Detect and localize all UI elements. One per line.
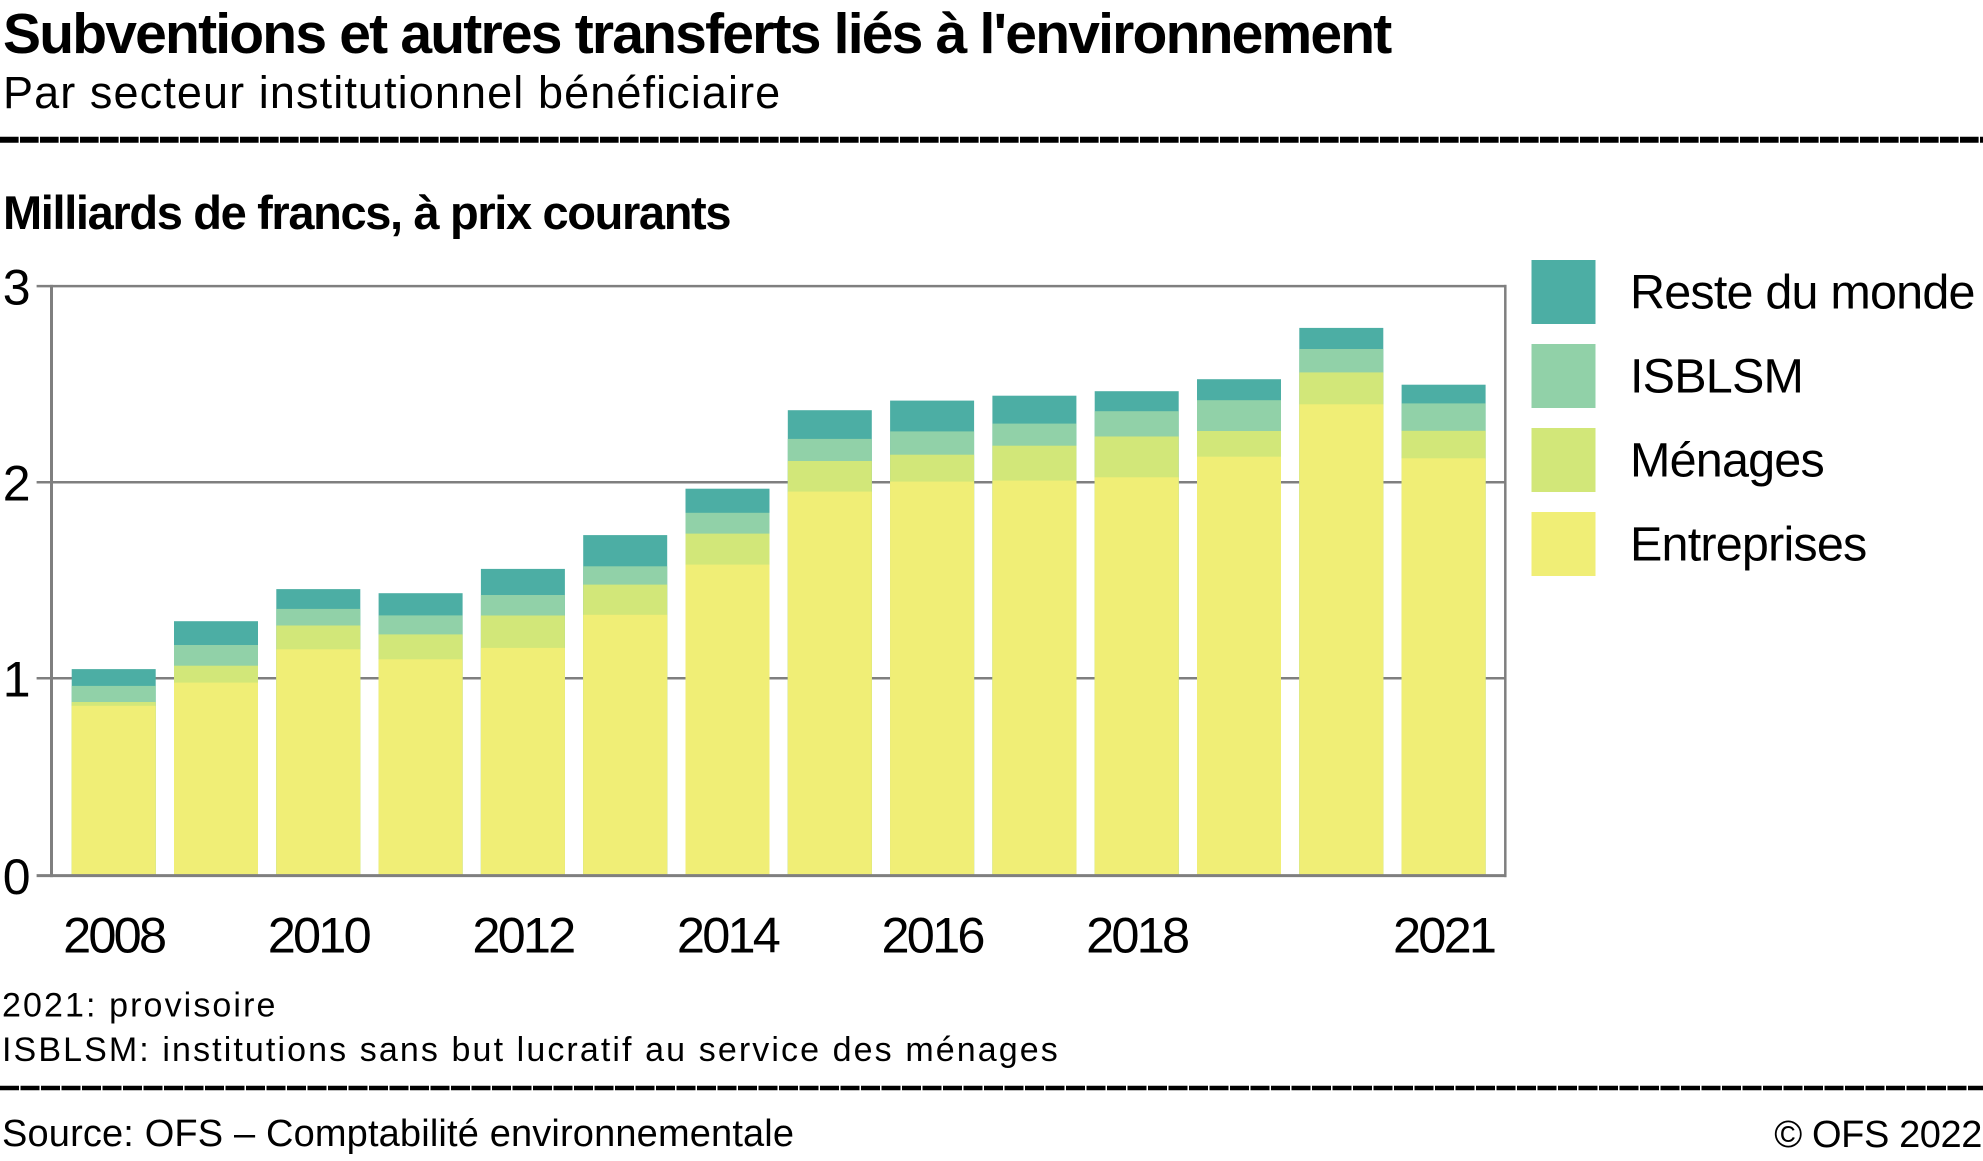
svg-text:ISBLSM: ISBLSM (1630, 350, 1803, 404)
svg-text:3: 3 (3, 260, 31, 316)
svg-text:Source: OFS – Comptabilité env: Source: OFS – Comptabilité environnement… (2, 1113, 794, 1155)
svg-text:2008: 2008 (63, 907, 165, 964)
svg-text:2: 2 (3, 456, 31, 512)
svg-text:Ménages: Ménages (1630, 434, 1824, 488)
svg-text:© OFS 2022: © OFS 2022 (1774, 1114, 1982, 1156)
svg-text:Milliards de francs, à prix co: Milliards de francs, à prix courants (3, 186, 730, 239)
svg-text:2021: provisoire: 2021: provisoire (2, 987, 278, 1025)
svg-text:Subventions et autres transfer: Subventions et autres transferts liés à … (3, 2, 1392, 66)
svg-text:2014: 2014 (677, 907, 780, 964)
svg-text:2021: 2021 (1393, 907, 1495, 964)
svg-text:ISBLSM: institutions sans but: ISBLSM: institutions sans but lucratif a… (2, 1031, 1060, 1069)
svg-text:Entreprises: Entreprises (1630, 518, 1867, 572)
svg-text:1: 1 (3, 652, 31, 708)
svg-text:Par secteur institutionnel bén: Par secteur institutionnel bénéficiaire (3, 67, 781, 118)
svg-text:0: 0 (3, 849, 31, 905)
svg-text:2018: 2018 (1086, 907, 1188, 964)
svg-text:2010: 2010 (268, 907, 371, 964)
svg-text:Reste du monde: Reste du monde (1630, 266, 1975, 320)
svg-text:2012: 2012 (472, 907, 574, 964)
svg-text:2016: 2016 (882, 907, 984, 964)
